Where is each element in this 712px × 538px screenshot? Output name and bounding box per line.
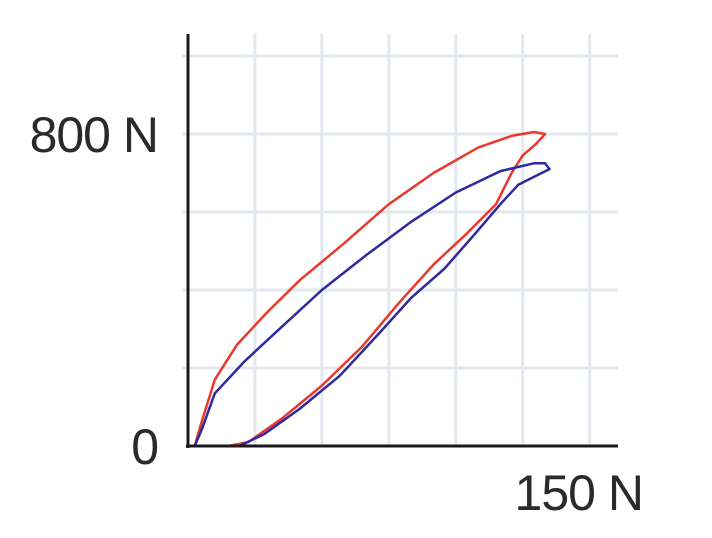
axes [186, 34, 618, 448]
series-group [193, 130, 551, 448]
tick-labels: 0 800 N 150 N [30, 107, 644, 521]
y-tick-label: 0 [131, 419, 158, 475]
y-tick-label: 800 N [30, 107, 158, 163]
series-line-2 [193, 162, 551, 448]
x-tick-label: 150 N [515, 465, 643, 521]
series-line-1 [193, 130, 547, 448]
grid [182, 34, 618, 446]
